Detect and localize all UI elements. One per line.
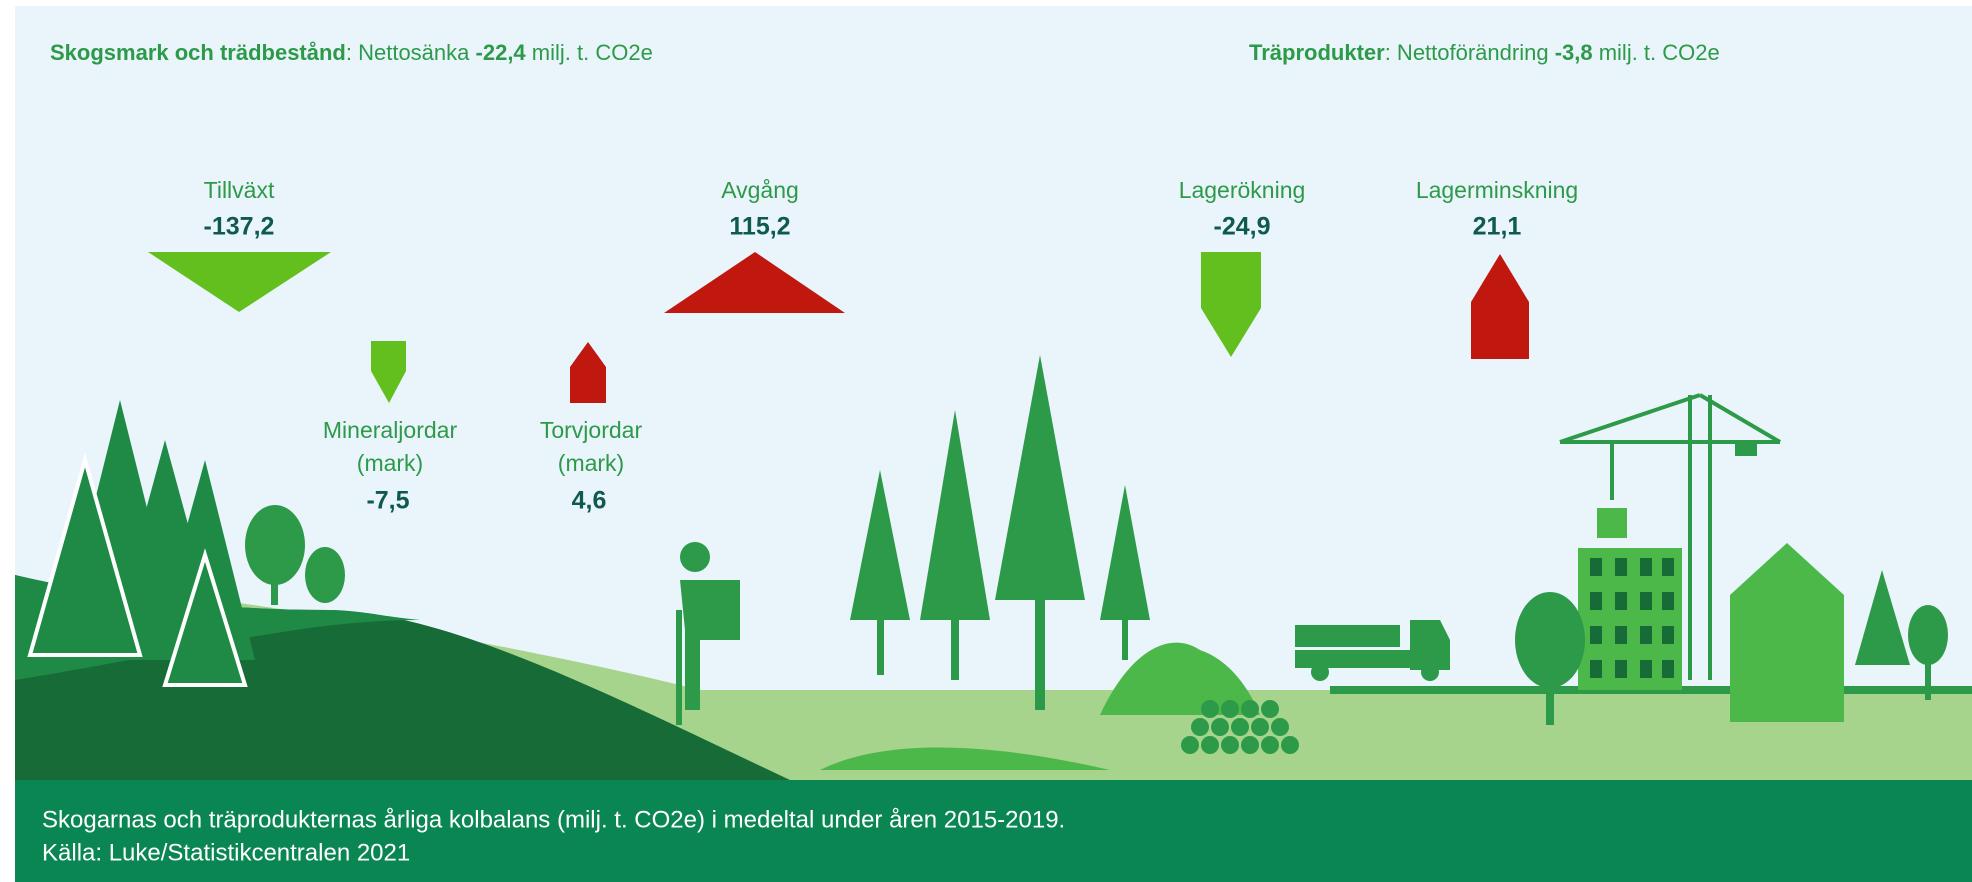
footer-caption: Skogarnas och träprodukternas årliga kol… [42, 806, 1065, 833]
flow-label: Mineraljordar [323, 417, 458, 443]
left-header: Skogsmark och trädbestånd: Nettosänka -2… [50, 40, 653, 65]
flow-value: -7,5 [366, 487, 409, 515]
flow-label: Tillväxt [204, 177, 275, 203]
header-unit: milj. t. CO2e [1593, 40, 1720, 65]
header-title: Skogsmark och trädbestånd [50, 40, 346, 65]
footer-source: Källa: Luke/Statistikcentralen 2021 [42, 839, 410, 866]
infographic: Skogsmark och trädbestånd: Nettosänka -2… [0, 0, 1972, 882]
flow-label: Lagerminskning [1416, 177, 1578, 203]
flow-value: 21,1 [1473, 213, 1522, 241]
header-unit: milj. t. CO2e [526, 40, 653, 65]
header-value: -3,8 [1555, 40, 1593, 65]
header-value: -22,4 [476, 40, 527, 65]
flow-label: (mark) [357, 450, 423, 476]
header-text: : Nettoförändring [1385, 40, 1555, 65]
header-title: Träprodukter [1249, 40, 1385, 65]
flow-label: (mark) [558, 450, 624, 476]
flow-value: 4,6 [572, 487, 607, 515]
flow-value: -137,2 [204, 213, 275, 241]
flow-value: -24,9 [1214, 213, 1271, 241]
header-text: : Nettosänka [346, 40, 476, 65]
flow-label: Avgång [721, 177, 799, 203]
right-header: Träprodukter: Nettoförändring -3,8 milj.… [1249, 40, 1720, 65]
flow-value: 115,2 [729, 213, 790, 241]
flow-label: Torvjordar [540, 417, 643, 443]
flow-label: Lagerökning [1179, 177, 1306, 203]
